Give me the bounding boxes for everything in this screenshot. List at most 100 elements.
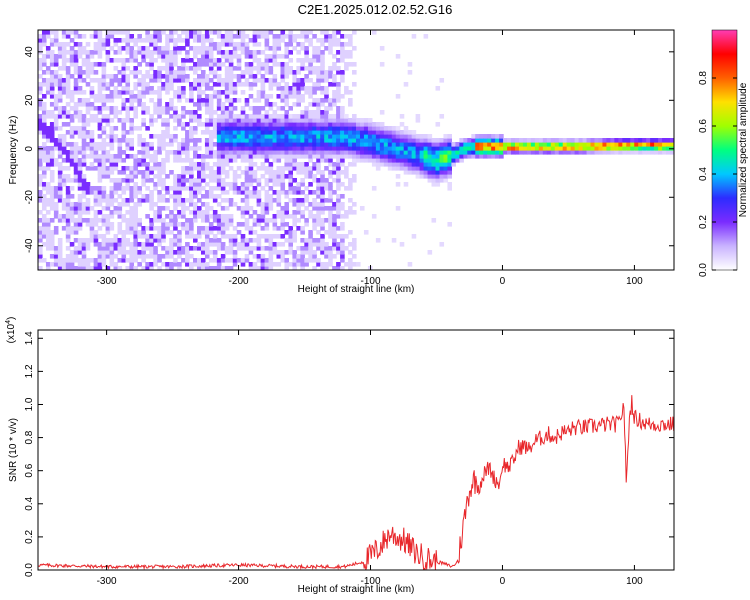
- spectrogram-cell: [121, 246, 127, 251]
- spectrogram-cell: [169, 70, 174, 75]
- spectrogram-cell: [49, 126, 55, 131]
- spectrogram-cell: [165, 86, 170, 91]
- spectrogram-cell: [53, 158, 59, 163]
- spectrogram-cell: [296, 198, 301, 203]
- spectrogram-cell: [300, 166, 305, 171]
- spectrogram-cell: [189, 118, 194, 123]
- spectrogram-cell: [352, 262, 357, 267]
- spectrogram-cell: [125, 210, 131, 215]
- spectrogram-cell: [49, 154, 55, 159]
- spectrogram-cell: [105, 54, 111, 59]
- spectrogram-cell: [117, 178, 123, 183]
- spectrogram-cell: [157, 78, 162, 83]
- spectrogram-cell: [212, 174, 218, 179]
- spectrogram-cell: [320, 122, 325, 127]
- spectrogram-cell: [224, 98, 230, 103]
- spectrogram-cell: [161, 134, 166, 139]
- spectrogram-cell: [73, 202, 79, 207]
- spectrogram-cell: [73, 206, 79, 211]
- spectrogram-cell: [582, 138, 588, 143]
- spectrogram-cell: [101, 186, 107, 191]
- spectrogram-cell: [212, 254, 218, 259]
- spectrogram-cell: [189, 46, 194, 51]
- spectrogram-cell: [177, 210, 182, 215]
- spectrogram-cell: [324, 130, 329, 135]
- spectrogram-cell: [503, 150, 508, 155]
- spectrogram-cell: [105, 118, 111, 123]
- spectrogram-cell: [252, 30, 258, 35]
- spectrogram-cell: [53, 30, 59, 35]
- spectrogram-cell: [220, 138, 226, 143]
- spectrogram-cell: [622, 138, 627, 143]
- spectrogram-cell: [149, 206, 154, 211]
- spectrogram-cell: [121, 66, 127, 71]
- spectrogram-cell: [312, 206, 317, 211]
- spectrogram-cell: [598, 150, 604, 155]
- spectrogram-cell: [312, 146, 317, 151]
- spectrogram-cell: [316, 142, 321, 147]
- spectrogram-cell: [189, 98, 194, 103]
- spectrogram-cell: [471, 142, 476, 147]
- spectrogram-cell: [630, 142, 635, 147]
- spectrogram-cell: [232, 126, 238, 131]
- spectrogram-cell: [375, 162, 381, 167]
- spectrogram-cell: [89, 258, 95, 263]
- spectrogram-cell: [57, 250, 63, 255]
- spectrogram-cell: [101, 170, 107, 175]
- spectrogram-cell: [491, 150, 496, 155]
- spectrogram-cell: [252, 174, 258, 179]
- spectrogram-cell: [157, 38, 162, 43]
- spectrogram-cell: [105, 106, 111, 111]
- spectrogram-cell: [252, 110, 258, 115]
- spectrogram-cell: [232, 178, 238, 183]
- spectrogram-cell: [336, 202, 341, 207]
- spectrogram-cell: [236, 154, 242, 159]
- spectrogram-cell: [197, 38, 202, 43]
- spectrogram-cell: [352, 238, 357, 243]
- spectrogram-cell: [348, 210, 353, 215]
- spectrogram-cell: [328, 46, 333, 51]
- spectrogram-cell: [328, 254, 333, 259]
- spectrogram-cell: [336, 242, 341, 247]
- spectrogram-cell: [268, 78, 274, 83]
- spectrogram-cell: [117, 238, 123, 243]
- spectrogram-cell: [240, 110, 246, 115]
- spectrogram-cell: [228, 86, 234, 91]
- spectrogram-cell: [193, 146, 198, 151]
- spectrogram-cell: [522, 142, 528, 147]
- spectrogram-cell: [200, 122, 206, 127]
- spectrogram-cell: [268, 30, 274, 35]
- spectrogram-cell: [57, 198, 63, 203]
- spectrogram-cell: [49, 90, 55, 95]
- spectrogram-cell: [658, 142, 663, 147]
- spectrogram-cell: [125, 178, 131, 183]
- spectrogram-cell: [157, 102, 162, 107]
- spectrogram-cell: [53, 194, 59, 199]
- spectrogram-cell: [216, 118, 222, 123]
- spectrogram-cell: [248, 82, 254, 87]
- spectrogram-cell: [65, 206, 71, 211]
- spectrogram-cell: [399, 146, 405, 151]
- spectrogram-cell: [41, 206, 47, 211]
- spectrogram-cell: [133, 74, 138, 79]
- spectrogram-cell: [193, 206, 198, 211]
- spectrogram-cell: [117, 206, 123, 211]
- spectrogram-cell: [435, 174, 441, 179]
- spectrogram-cell: [236, 118, 242, 123]
- spectrogram-cell: [117, 214, 123, 219]
- spectrogram-cell: [288, 50, 293, 55]
- spectrogram-cell: [181, 202, 186, 207]
- spectrogram-cell: [169, 38, 174, 43]
- spectrogram-cell: [328, 154, 333, 159]
- spectrogram-cell: [137, 62, 142, 67]
- spectrogram-cell: [276, 86, 282, 91]
- spectrogram-cell: [232, 250, 238, 255]
- spectrogram-cell: [85, 102, 91, 107]
- spectrogram-cell: [133, 218, 138, 223]
- spectrogram-cell: [173, 202, 178, 207]
- spectrogram-cell: [336, 250, 341, 255]
- spectrogram-cell: [69, 98, 75, 103]
- spectrogram-cell: [97, 234, 103, 239]
- spectrogram-cell: [475, 134, 480, 139]
- spectrogram-cell: [113, 182, 119, 187]
